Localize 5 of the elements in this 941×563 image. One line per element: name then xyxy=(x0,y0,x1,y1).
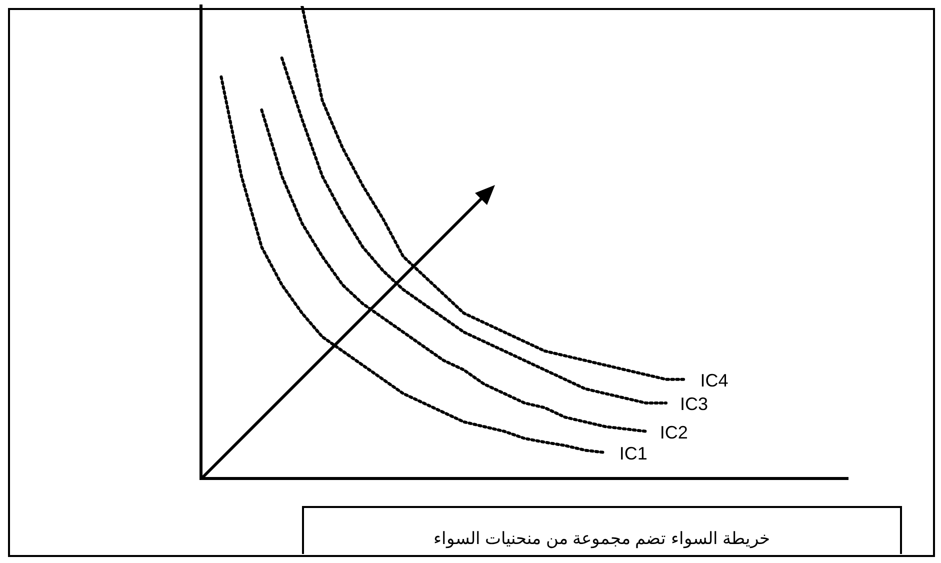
series-label: IC1 xyxy=(619,444,648,464)
series-label: IC2 xyxy=(660,422,688,442)
series-label: IC3 xyxy=(680,394,708,414)
text: خريطة السواء تضم مجموعة من منحنيات السواء xyxy=(302,506,902,554)
series-label: IC4 xyxy=(700,370,728,390)
